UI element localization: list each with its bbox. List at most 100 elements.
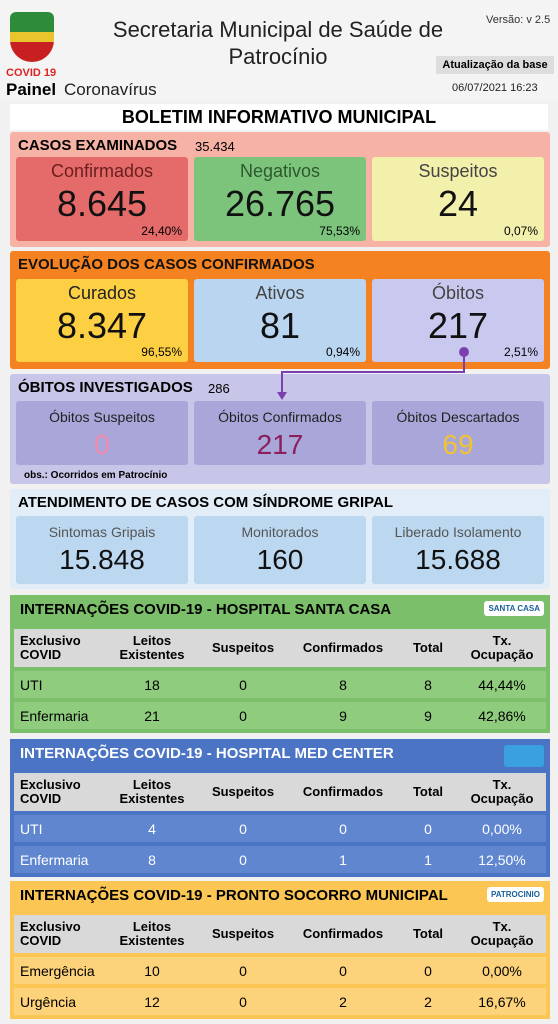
column-header: Tx. Ocupação: [458, 773, 546, 811]
note: obs.: Ocorridos em Patrocínio: [24, 470, 168, 481]
banner: BOLETIM INFORMATIVO MUNICIPAL: [10, 104, 548, 130]
cell: 18: [144, 676, 160, 693]
row: UTI 18 0 8 8 44,44%: [14, 671, 546, 698]
cell: 0: [424, 962, 432, 979]
logo-label: COVID 19: [6, 67, 57, 79]
column-header: Exclusivo COVID: [14, 915, 106, 953]
logo: [10, 12, 54, 62]
card-value: 15.848: [59, 544, 145, 575]
cell: Enfermaria: [20, 707, 89, 724]
table-logo: PATROCINIO: [486, 887, 544, 902]
card-percent: 2,51%: [503, 345, 538, 359]
update-date: 06/07/2021 16:23: [452, 82, 538, 94]
table: Exclusivo COVID Leitos Existentes Suspeito…: [14, 769, 546, 877]
header-row: Exclusivo COVID Leitos Existentes Suspeito…: [14, 915, 546, 953]
card-label: Monitorados: [241, 524, 319, 540]
cell: 0: [239, 820, 247, 837]
column-header: Leitos Existentes: [106, 629, 198, 667]
header-row: Exclusivo COVID Leitos Existentes Suspeito…: [14, 773, 546, 811]
cell: 0,00%: [482, 962, 522, 979]
cell: 12: [144, 993, 160, 1010]
card-label: Liberado Isolamento: [394, 524, 522, 540]
cell: 0: [239, 676, 247, 693]
header-row: Exclusivo COVID Leitos Existentes Suspeito…: [14, 629, 546, 667]
cell: 21: [144, 707, 160, 724]
card-value: 81: [259, 305, 301, 346]
card-value: 26.765: [224, 183, 336, 224]
cell: Urgência: [20, 993, 77, 1010]
cell: UTI: [20, 676, 43, 693]
card-label: Óbitos Confirmados: [218, 409, 342, 425]
table-title: INTERNAÇÕES COVID-19 - HOSPITAL SANTA CA…: [20, 601, 392, 618]
cell: 2: [424, 993, 432, 1010]
panel: CASOS EXAMINADOS 35.434 Confirmados 8.645 24…: [10, 132, 550, 247]
column-header: Total: [398, 629, 458, 667]
column-header: Total: [398, 773, 458, 811]
table-panel: INTERNAÇÕES COVID-19 - HOSPITAL SANTA CA…: [10, 595, 550, 733]
table-logo: SANTA CASA: [484, 601, 544, 616]
table: Exclusivo COVID Leitos Existentes Suspeito…: [14, 911, 546, 1019]
card-label: Ativos: [255, 283, 305, 303]
panel-title: ÓBITOS INVESTIGADOS: [18, 379, 193, 396]
cell: 0: [424, 820, 432, 837]
panel-title: ATENDIMENTO DE CASOS COM SÍNDROME GRIPAL: [18, 494, 394, 511]
cell: 0: [339, 962, 347, 979]
cell: 9: [424, 707, 432, 724]
card-label: Curados: [67, 283, 137, 303]
cell: 12,50%: [478, 851, 526, 868]
card: Monitorados 160: [194, 516, 366, 584]
card-label: Óbitos: [431, 283, 485, 303]
column-header: Leitos Existentes: [106, 915, 198, 953]
cell: 0: [239, 962, 247, 979]
card-value: 8.645: [56, 183, 148, 224]
card: Óbitos Descartados 69: [372, 401, 544, 465]
cell: 0: [239, 851, 247, 868]
cell: 8: [424, 676, 432, 693]
cell: 4: [148, 820, 156, 837]
card: Óbitos Suspeitos 0: [16, 401, 188, 465]
cell: 42,86%: [478, 707, 526, 724]
column-header: Suspeitos: [198, 773, 288, 811]
cell: 2: [339, 993, 347, 1010]
cell: 8: [339, 676, 347, 693]
panel-total: 35.434: [195, 139, 235, 154]
card: Confirmados 8.645 24,40%: [16, 157, 188, 241]
card-label: Sintomas Gripais: [48, 524, 156, 540]
column-header: Exclusivo COVID: [14, 773, 106, 811]
cell: 16,67%: [478, 993, 526, 1010]
card-value: 8.347: [56, 305, 148, 346]
row: Urgência 12 0 2 2 16,67%: [14, 988, 546, 1015]
column-header: Suspeitos: [198, 629, 288, 667]
card-value: 217: [256, 429, 304, 460]
app-name: Painel: [6, 80, 57, 99]
card: Liberado Isolamento 15.688: [372, 516, 544, 584]
column-header: Total: [398, 915, 458, 953]
cell: 0: [239, 993, 247, 1010]
cell: UTI: [20, 820, 43, 837]
cell: 1: [339, 851, 347, 868]
table-title: INTERNAÇÕES COVID-19 - PRONTO SOCORRO MU…: [20, 887, 448, 904]
card: Ativos 81 0,94%: [194, 279, 366, 362]
card-percent: 96,55%: [141, 345, 182, 359]
card: Óbitos 217 2,51%: [372, 279, 544, 362]
card-percent: 24,40%: [141, 224, 182, 238]
card-percent: 0,94%: [325, 345, 360, 359]
card: Suspeitos 24 0,07%: [372, 157, 544, 241]
cell: 1: [424, 851, 432, 868]
panel: EVOLUÇÃO DOS CASOS CONFIRMADOS Curados 8.3…: [10, 251, 550, 369]
column-header: Confirmados: [288, 915, 398, 953]
row: Emergência 10 0 0 0 0,00%: [14, 957, 546, 984]
row: Enfermaria 8 0 1 1 12,50%: [14, 846, 546, 873]
panel-total: 286: [208, 381, 230, 396]
panel: ÓBITOS INVESTIGADOS 286 Óbitos Suspeitos 0 Ó…: [10, 374, 550, 484]
cell: 0: [239, 707, 247, 724]
cell: 9: [339, 707, 347, 724]
table-logo: [504, 745, 544, 767]
row: UTI 4 0 0 0 0,00%: [14, 815, 546, 842]
panel-title: EVOLUÇÃO DOS CASOS CONFIRMADOS: [18, 256, 315, 273]
version: Versão: v 2.5: [486, 14, 551, 26]
card: Curados 8.347 96,55%: [16, 279, 188, 362]
column-header: Leitos Existentes: [106, 773, 198, 811]
table-panel: INTERNAÇÕES COVID-19 - HOSPITAL MED CENT…: [10, 739, 550, 877]
